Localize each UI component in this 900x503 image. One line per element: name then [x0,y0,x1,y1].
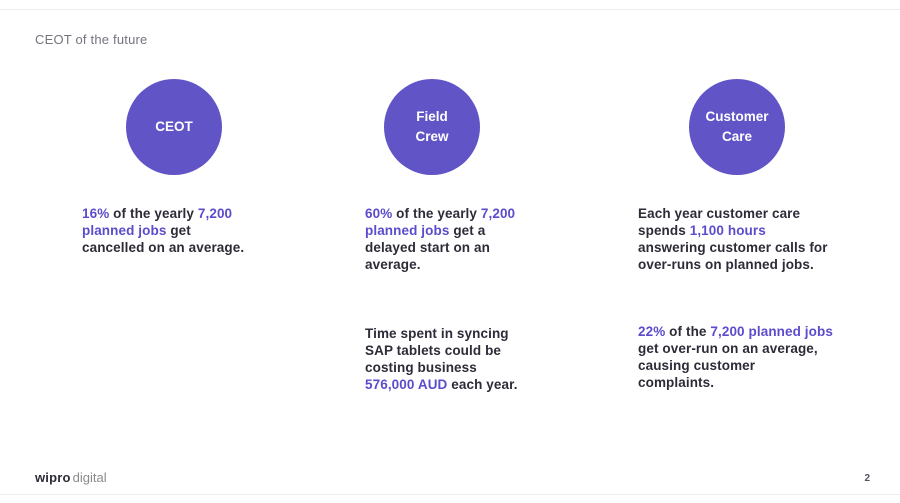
customer-care-stat-call-hours: Each year customer care spends 1,100 hou… [638,205,883,273]
customer-care-stat-overrun-jobs: 22% of the 7,200 planned jobs get over-r… [638,323,878,391]
highlighted-text-segment: 1,100 hours [689,223,766,238]
text-segment: each year. [447,377,518,392]
text-segment: of the [665,324,711,339]
text-segment: of the yearly [109,206,198,221]
customer-care-circle: Customer Care [689,79,785,175]
highlighted-text-segment: 7,200 planned jobs [82,206,233,238]
text-segment: of the yearly [392,206,481,221]
page-number: 2 [864,473,870,484]
field-crew-stat-delayed-start: 60% of the yearly 7,200 planned jobs get… [365,205,555,273]
brand-wipro: wipro [35,470,71,485]
text-segment: get over-run on an average, causing cust… [638,341,818,390]
text-segment: Time spent in syncing SAP tablets could … [365,326,509,375]
ceot-circle-label: CEOT [155,119,193,135]
field-crew-stat-sap-sync-cost: Time spent in syncing SAP tablets could … [365,325,565,393]
text-segment: get cancelled on an average. [82,223,245,255]
ceot-circle: CEOT [126,79,222,175]
highlighted-text-segment: 576,000 AUD [365,377,448,392]
highlighted-text-segment: 22% [638,324,666,339]
brand-digital: digital [72,470,107,485]
wipro-digital-logo: wipro digital [35,470,107,485]
slide-title: CEOT of the future [35,32,148,47]
text-segment: answering customer calls for over-runs o… [638,240,828,272]
field-crew-circle: Field Crew [384,79,480,175]
customer-care-circle-label: Customer Care [705,109,769,144]
text-segment: Each year customer care spends [638,206,801,238]
highlighted-text-segment: 7,200 planned jobs [710,324,833,339]
slide-bottom-border [0,494,900,495]
highlighted-text-segment: 16% [82,206,110,221]
slide-top-border [0,9,900,10]
field-crew-circle-label: Field Crew [415,109,449,144]
highlighted-text-segment: 60% [365,206,393,221]
ceot-stat-cancelled-jobs: 16% of the yearly 7,200 planned jobs get… [82,205,292,256]
highlighted-text-segment: 7,200 planned jobs [365,206,516,238]
text-segment: get a delayed start on an average. [365,223,490,272]
